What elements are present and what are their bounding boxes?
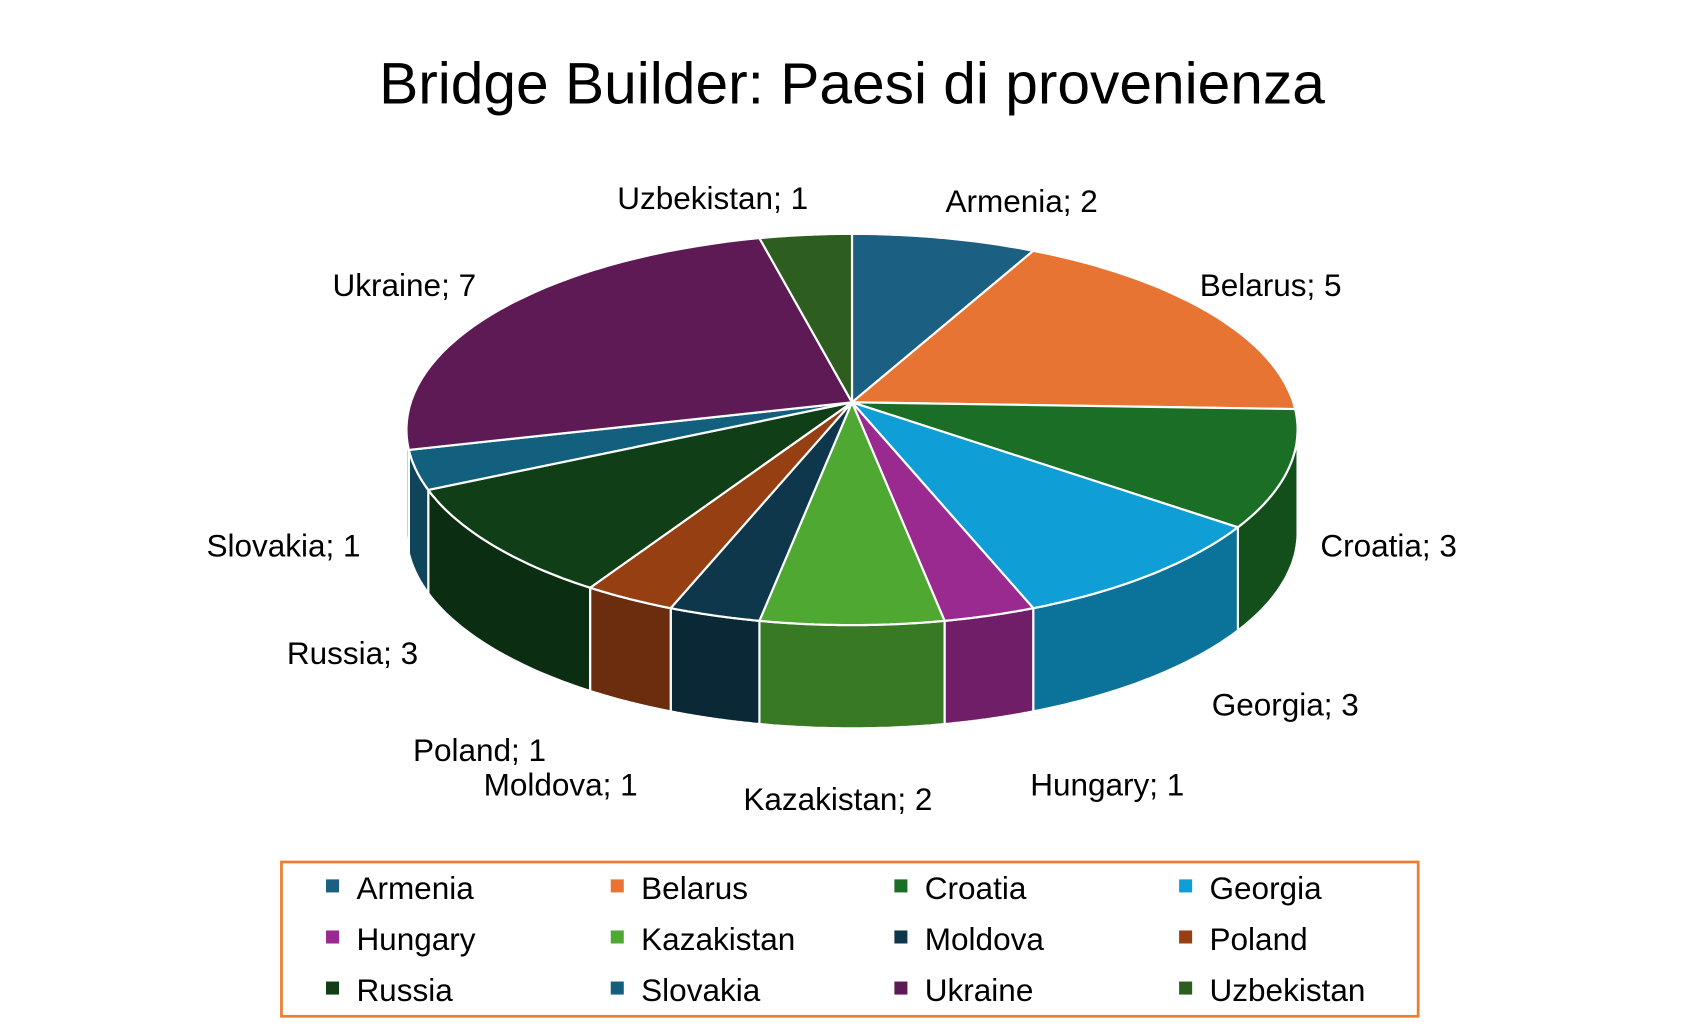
legend-label: Russia (356, 972, 453, 1008)
legend-marker (610, 930, 624, 944)
legend-label: Moldova (925, 921, 1045, 957)
pie-slice-slovakia[interactable] (407, 401, 853, 492)
legend-box (280, 860, 1420, 1018)
pie-slice-russia[interactable] (426, 401, 853, 589)
data-label-moldova: Moldova; 1 (484, 767, 638, 803)
legend-label: Ukraine (925, 972, 1034, 1008)
legend-marker (326, 930, 340, 944)
data-label-ukraine: Ukraine; 7 (333, 267, 477, 303)
legend: Armenia Belarus Croatia Georgia Hungary Kazak… (326, 870, 1365, 1008)
legend-label: Georgia (1210, 870, 1323, 906)
data-label-armenia: Armenia; 2 (945, 183, 1097, 219)
legend-item-russia: Russia (326, 972, 453, 1008)
legend-marker (1179, 981, 1193, 995)
legend-marker (610, 879, 624, 893)
pie-slice-ukraine[interactable] (405, 236, 854, 452)
legend-label: Kazakistan (641, 921, 795, 957)
pie-slice-moldova[interactable] (668, 401, 854, 623)
legend-item-poland: Poland (1179, 921, 1308, 957)
legend-marker (1179, 879, 1193, 893)
legend-item-croatia: Croatia (894, 870, 1027, 906)
legend-marker (326, 879, 340, 893)
legend-label: Poland (1210, 921, 1308, 957)
pie-side-kazakistan (758, 619, 946, 730)
pie-slice-georgia[interactable] (848, 400, 1241, 610)
legend-marker (894, 879, 908, 893)
legend-item-slovakia: Slovakia (610, 972, 761, 1008)
legend-item-armenia: Armenia (326, 870, 474, 906)
legend-item-hungary: Hungary (326, 921, 476, 957)
pie-side-hungary (943, 606, 1035, 726)
pie-slice-armenia[interactable] (850, 232, 1036, 405)
legend-label: Croatia (925, 870, 1027, 906)
pie-slice-poland[interactable] (587, 401, 853, 610)
legend-marker (894, 930, 908, 944)
data-label-georgia: Georgia; 3 (1212, 686, 1359, 722)
legend-marker (326, 981, 340, 995)
legend-item-georgia: Georgia (1179, 870, 1322, 906)
legend-marker (1179, 930, 1193, 944)
legend-item-kazakistan: Kazakistan (610, 921, 795, 957)
data-label-uzbekistan: Uzbekistan; 1 (617, 180, 808, 216)
pie-sides (405, 429, 1299, 730)
data-label-croatia: Croatia; 3 (1320, 528, 1457, 564)
pie-slice-croatia[interactable] (851, 401, 1299, 529)
pie-slices (405, 232, 1299, 627)
legend-item-belarus: Belarus (610, 870, 748, 906)
pie-slice-hungary[interactable] (850, 401, 1036, 623)
legend-label: Slovakia (641, 972, 761, 1008)
legend-marker (610, 981, 624, 995)
legend-item-moldova: Moldova (894, 921, 1044, 957)
chart-title: Bridge Builder: Paesi di provenienza (379, 51, 1325, 116)
legend-label: Belarus (641, 870, 748, 906)
pie-slice-belarus[interactable] (849, 249, 1297, 411)
pie-side-moldova (669, 606, 761, 726)
pie-slice-uzbekistan[interactable] (757, 232, 854, 407)
legend-label: Armenia (356, 870, 474, 906)
legend-item-uzbekistan: Uzbekistan (1179, 972, 1365, 1008)
pie-slice-kazakistan[interactable] (757, 399, 947, 627)
data-label-hungary: Hungary; 1 (1030, 767, 1184, 803)
legend-marker (894, 981, 908, 995)
data-labels: Armenia; 2 Belarus; 5 Croatia; 3 Georgia; 3… (206, 180, 1456, 817)
data-label-russia: Russia; 3 (287, 635, 418, 671)
legend-label: Hungary (356, 921, 475, 957)
data-label-slovakia: Slovakia; 1 (206, 528, 360, 564)
data-label-poland: Poland; 1 (413, 732, 546, 768)
legend-item-ukraine: Ukraine (894, 972, 1033, 1008)
legend-label: Uzbekistan (1210, 972, 1366, 1008)
data-label-belarus: Belarus; 5 (1200, 267, 1342, 303)
data-label-kazakistan: Kazakistan; 2 (743, 781, 932, 817)
